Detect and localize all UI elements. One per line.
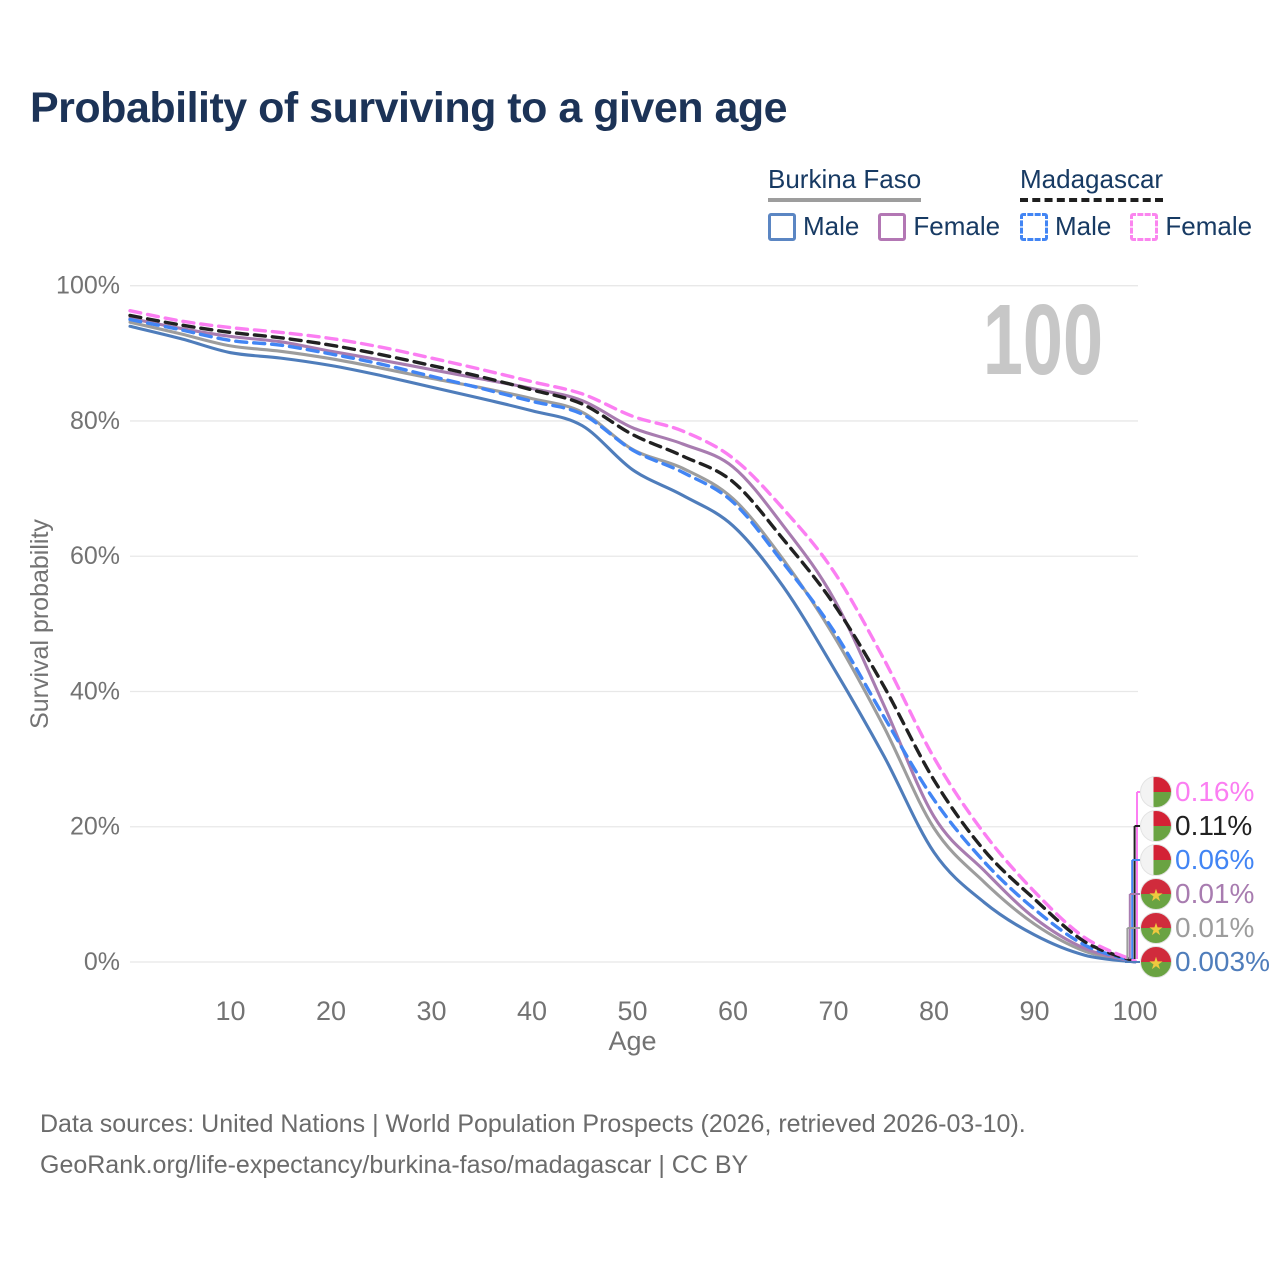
flag-band-red	[1153, 810, 1172, 826]
legend-label: Male	[1055, 211, 1112, 241]
x-axis-tick-label: 10	[215, 996, 245, 1026]
end-value-label: 0.16%	[1175, 776, 1254, 807]
x-axis-tick-label: 40	[517, 996, 547, 1026]
x-axis-tick-label: 100	[1112, 996, 1157, 1026]
end-value-label: 0.11%	[1175, 810, 1252, 841]
flag-band-white	[1140, 844, 1154, 876]
x-axis-tick-label: 70	[818, 996, 848, 1026]
attribution-line: GeoRank.org/life-expectancy/burkina-faso…	[40, 1151, 749, 1179]
y-axis-tick-label: 0%	[84, 948, 120, 976]
flag-band-red	[1140, 878, 1172, 894]
hovered-age-indicator: 100	[983, 284, 1103, 395]
flag-band-green	[1140, 894, 1172, 910]
x-axis-title: Age	[608, 1026, 656, 1056]
flag-border	[1140, 946, 1172, 978]
end-label-madagascar-female: 0.16%	[1136, 776, 1254, 959]
chart-footer: Data sources: United Nations | World Pop…	[40, 1104, 1026, 1186]
x-axis-tick-label: 60	[718, 996, 748, 1026]
curve-madagascar-female[interactable]	[128, 309, 1137, 963]
end-label-burkina-faso-male: ★ 0.003%	[1125, 946, 1270, 978]
data-source-line: Data sources: United Nations | World Pop…	[40, 1110, 1026, 1138]
legend-checkbox-burkina-faso-female[interactable]: Female	[878, 211, 1000, 242]
flag-border	[1140, 844, 1172, 876]
y-axis-title: Survival probability	[26, 519, 54, 729]
curve-burkina-faso-male[interactable]	[128, 324, 1137, 964]
legend-label: Female	[913, 211, 1001, 241]
legend-checkbox-madagascar-female[interactable]: Female	[1130, 211, 1252, 242]
x-axis-tick-label: 20	[316, 996, 346, 1026]
x-axis-tick-label: 30	[416, 996, 446, 1026]
flag-border	[1140, 776, 1172, 808]
y-axis-tick-label: 60%	[70, 542, 120, 570]
flag-band-green	[1140, 928, 1172, 944]
flag-border	[1140, 878, 1172, 910]
flag-band-white	[1140, 810, 1154, 842]
y-axis-tick-label: 80%	[70, 407, 120, 435]
y-axis-tick-label: 40%	[70, 677, 120, 705]
page-title: Probability of surviving to a given age	[30, 84, 788, 132]
flag-border	[1140, 810, 1172, 842]
x-axis-tick-label: 80	[919, 996, 949, 1026]
flag-band-red	[1153, 844, 1172, 860]
flag-band-white	[1140, 776, 1154, 808]
flag-band-red	[1153, 776, 1172, 792]
flag-band-green	[1153, 860, 1172, 876]
end-label-madagascar-both-sexes: 0.11%	[1133, 810, 1252, 959]
burkina-faso-flag-icon: ★	[1140, 878, 1172, 910]
y-axis-tick-label: 20%	[70, 813, 120, 841]
flag-star: ★	[1148, 886, 1163, 905]
curve-burkina-faso-both-sexes[interactable]	[128, 320, 1137, 964]
end-label-burkina-faso-both-sexes: ★ 0.01%	[1126, 912, 1254, 959]
curve-madagascar-male[interactable]	[128, 317, 1137, 964]
y-axis-tick-label: 100%	[56, 272, 120, 300]
legend-checkbox-burkina-faso-male[interactable]: Male	[768, 211, 859, 242]
legend-title-madagascar: Madagascar	[1020, 164, 1164, 202]
flag-band-green	[1153, 792, 1172, 808]
flag-star: ★	[1148, 920, 1163, 939]
checkbox-icon[interactable]	[1130, 212, 1159, 241]
flag-band-red	[1140, 946, 1172, 962]
burkina-faso-flag-icon: ★	[1140, 946, 1172, 978]
legend-label: Female	[1165, 211, 1253, 241]
legend-title-burkina-faso: Burkina Faso	[768, 164, 922, 202]
legend-group-madagascar: Madagascar Male Female	[1020, 164, 1252, 242]
end-label-burkina-faso-female: ★ 0.01%	[1128, 878, 1254, 959]
legend-label: Male	[803, 211, 860, 241]
flag-star: ★	[1148, 954, 1163, 973]
checkbox-icon[interactable]	[878, 212, 907, 241]
flag-band-green	[1140, 962, 1172, 978]
legend-checkbox-madagascar-male[interactable]: Male	[1020, 211, 1111, 242]
flag-border	[1140, 912, 1172, 944]
flag-band-red	[1140, 912, 1172, 928]
flag-band-green	[1153, 826, 1172, 842]
end-value-label: 0.06%	[1175, 844, 1254, 875]
end-value-label: 0.003%	[1175, 946, 1270, 977]
checkbox-icon[interactable]	[1020, 212, 1048, 241]
end-value-label: 0.01%	[1175, 912, 1254, 943]
x-axis-tick-label: 50	[617, 996, 647, 1026]
curve-madagascar-both-sexes[interactable]	[128, 313, 1137, 963]
burkina-faso-flag-icon: ★	[1140, 912, 1172, 944]
legend-group-burkina-faso: Burkina Faso Male Female	[768, 164, 1000, 242]
curve-burkina-faso-female[interactable]	[128, 316, 1137, 964]
checkbox-icon[interactable]	[768, 212, 796, 241]
end-value-label: 0.01%	[1175, 878, 1254, 909]
x-axis-tick-label: 90	[1019, 996, 1049, 1026]
